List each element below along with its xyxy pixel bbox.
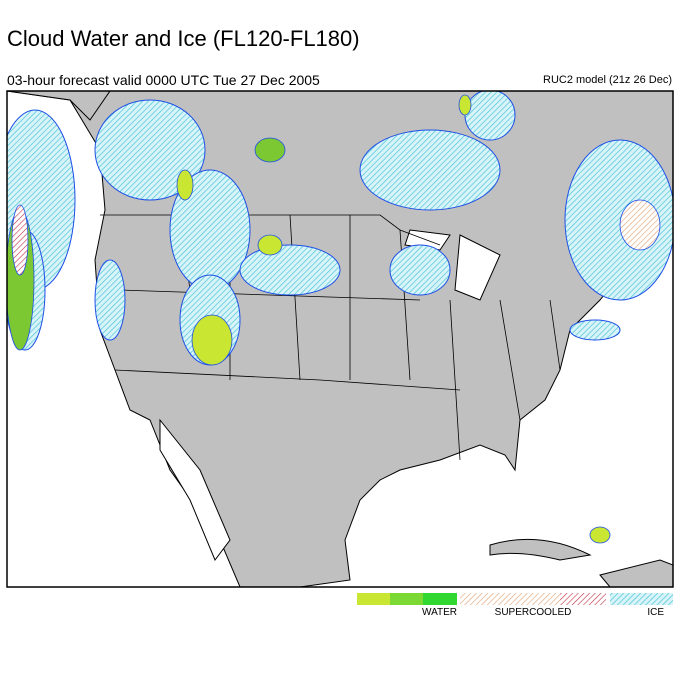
legend-label: ICE <box>647 607 664 618</box>
subtitle: 03-hour forecast valid 0000 UTC Tue 27 D… <box>7 72 320 88</box>
model-label: RUC2 model (21z 26 Dec) <box>543 74 672 86</box>
legend-swatches <box>357 593 673 605</box>
map-body <box>7 91 673 587</box>
legend-label: SUPERCOOLED <box>495 607 572 618</box>
title: Cloud Water and Ice (FL120-FL180) <box>7 26 360 51</box>
map-frame <box>6 90 674 588</box>
legend-label: WATER <box>422 607 457 618</box>
